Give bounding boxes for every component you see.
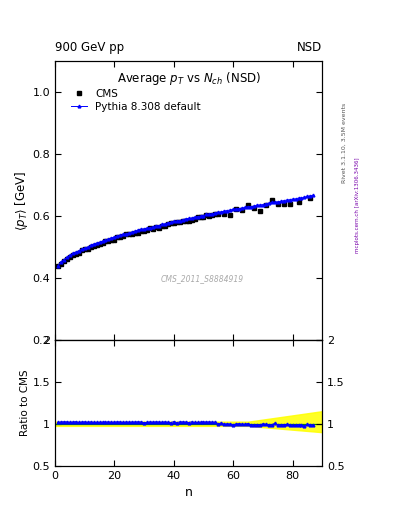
Text: mcplots.cern.ch [arXiv:1306.3436]: mcplots.cern.ch [arXiv:1306.3436] — [355, 157, 360, 252]
Y-axis label: $\langle p_T \rangle$ [GeV]: $\langle p_T \rangle$ [GeV] — [13, 170, 29, 230]
CMS — [213, 211, 218, 218]
CMS — [198, 215, 203, 221]
CMS — [56, 263, 61, 269]
Y-axis label: Ratio to CMS: Ratio to CMS — [20, 369, 30, 436]
Text: NSD: NSD — [297, 41, 322, 54]
CMS — [115, 234, 120, 240]
Pythia 8.308 default — [112, 234, 117, 240]
Line: Pythia 8.308 default: Pythia 8.308 default — [57, 194, 315, 267]
Text: Average $p_T$ vs $N_{ch}$ (NSD): Average $p_T$ vs $N_{ch}$ (NSD) — [117, 70, 261, 87]
Pythia 8.308 default — [183, 216, 188, 222]
CMS — [94, 242, 99, 248]
CMS — [85, 246, 90, 252]
CMS — [216, 211, 221, 217]
Pythia 8.308 default — [130, 229, 134, 236]
Pythia 8.308 default — [97, 240, 102, 246]
Text: CMS_2011_S8884919: CMS_2011_S8884919 — [160, 274, 244, 283]
Text: Rivet 3.1.10, 3.5M events: Rivet 3.1.10, 3.5M events — [342, 103, 346, 183]
Line: CMS: CMS — [57, 212, 220, 268]
Legend: CMS, Pythia 8.308 default: CMS, Pythia 8.308 default — [71, 89, 200, 112]
Pythia 8.308 default — [56, 263, 61, 269]
Pythia 8.308 default — [263, 201, 268, 207]
Pythia 8.308 default — [311, 192, 316, 198]
Pythia 8.308 default — [163, 221, 167, 227]
CMS — [73, 251, 78, 257]
Text: 900 GeV pp: 900 GeV pp — [55, 41, 124, 54]
X-axis label: n: n — [185, 486, 193, 499]
